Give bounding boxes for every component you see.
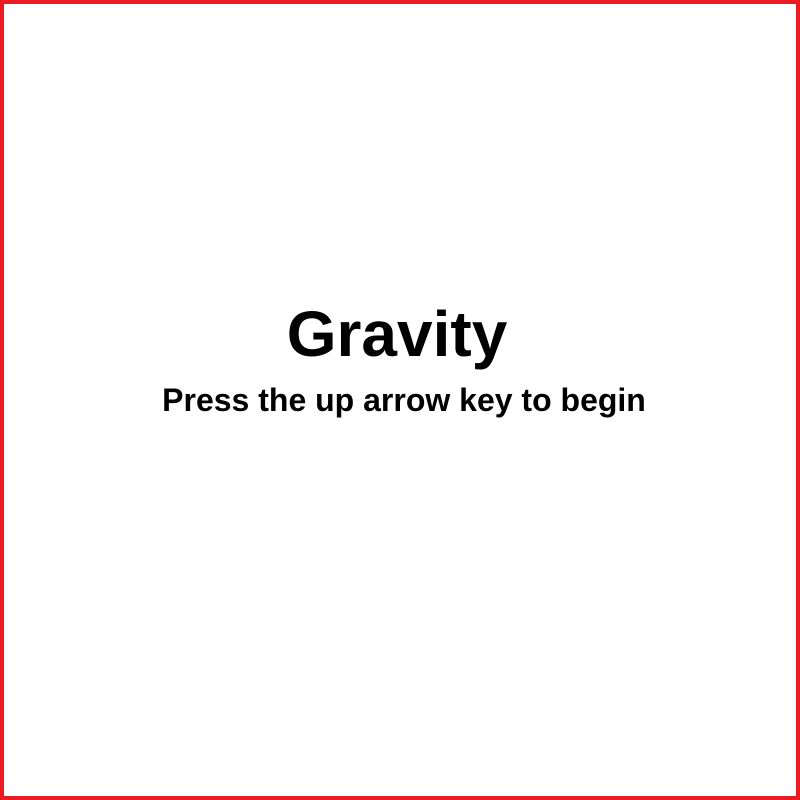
start-instruction: Press the up arrow key to begin: [162, 382, 646, 418]
game-title: Gravity: [286, 298, 508, 370]
